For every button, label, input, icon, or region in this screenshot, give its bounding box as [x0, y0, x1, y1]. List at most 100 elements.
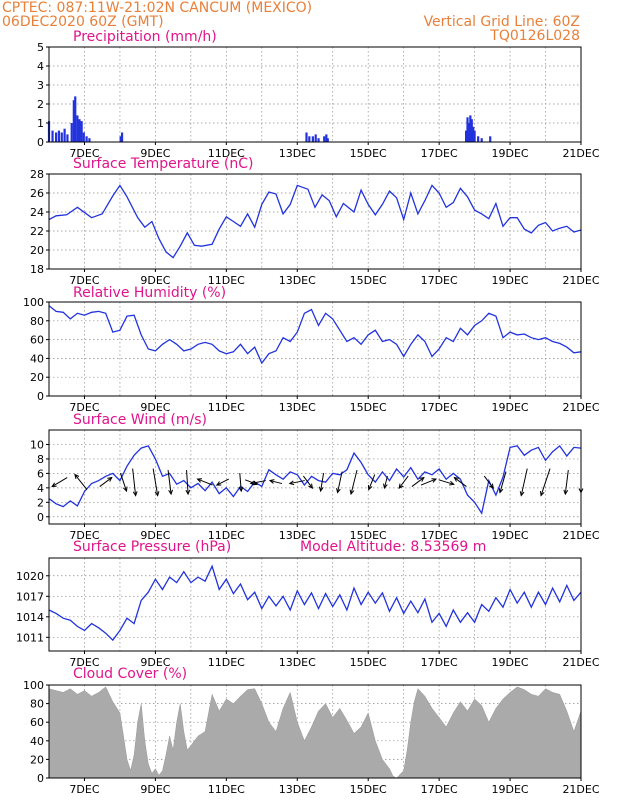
wind-panel: 0 24 68 10 7DEC 9DEC 11DEC 13DEC 15DEC 17DEC 19DEC… [30, 429, 600, 542]
temperature-xtick-label: 15DEC [350, 274, 387, 287]
precipitation-bar [480, 138, 483, 142]
wind-arrow [238, 473, 244, 493]
temperature-ytick-label: 26 [30, 187, 44, 200]
precipitation-title: Precipitation (mm/h) [73, 29, 217, 45]
precipitation-bar [51, 130, 54, 142]
cloud-cover-ytick-label: 0 [37, 772, 44, 785]
wind-xtick-label: 15DEC [350, 529, 387, 542]
cloud-cover-xtick-label: 15DEC [350, 783, 387, 796]
wind-ytick-label: 6 [37, 467, 44, 480]
precipitation-bar [78, 119, 81, 142]
wind-arrow [132, 468, 138, 497]
wind-ytick-label: 0 [37, 511, 44, 524]
precipitation-bar [323, 136, 326, 142]
temperature-ytick-label: 22 [30, 225, 44, 238]
wind-arrow [74, 473, 88, 490]
precipitation-bar [469, 115, 472, 142]
precipitation-xtick-label: 11DEC [208, 147, 245, 160]
wind-xtick-label: 19DEC [492, 529, 529, 542]
precipitation-bar [464, 130, 468, 142]
wind-frame [48, 429, 582, 525]
precipitation-bar [88, 138, 91, 142]
wind-arrow [215, 478, 230, 486]
pressure-xtick-label: 11DEC [208, 656, 245, 669]
precipitation-xtick-label: 13DEC [279, 147, 316, 160]
cloud-cover-area [48, 686, 582, 779]
precipitation-ytick-label: 1 [37, 117, 44, 130]
cloud-cover-ytick-label: 60 [30, 716, 44, 729]
humidity-ytick-label: 40 [30, 352, 44, 365]
precipitation-xtick-label: 9DEC [140, 147, 170, 160]
pressure-title: Surface Pressure (hPa) [73, 539, 231, 555]
wind-arrow [438, 479, 455, 486]
cloud-cover-ytick-label: 80 [30, 698, 44, 711]
humidity-frame [48, 301, 582, 397]
precipitation-ytick-label: 2 [37, 98, 44, 111]
precipitation-ytick-label: 5 [37, 41, 44, 54]
wind-arrow [249, 480, 266, 486]
header-model-code: TQ0126L028 [489, 28, 580, 44]
precipitation-bar [472, 126, 475, 142]
precipitation-bar [66, 134, 69, 142]
wind-arrow [539, 468, 551, 497]
model-altitude-label: Model Altitude: 8.53569 m [300, 539, 486, 555]
temperature-xtick-label: 17DEC [421, 274, 458, 287]
precipitation-bar [477, 136, 480, 142]
pressure-xtick-label: 7DEC [69, 656, 99, 669]
wind-arrow [152, 468, 160, 497]
precipitation-xtick-label: 21DEC [562, 147, 599, 160]
header-date: 06DEC2020 60Z (GMT) [2, 14, 164, 30]
wind-arrow [420, 478, 438, 486]
wind-ytick-label: 2 [37, 496, 44, 509]
cloud-cover-title: Cloud Cover (%) [73, 666, 187, 682]
humidity-title: Relative Humidity (%) [73, 285, 226, 301]
humidity-ytick-label: 20 [30, 371, 44, 384]
wind-arrow [51, 477, 68, 488]
precipitation-panel: 0 1 2 3 4 5 7DEC 9DEC 11DEC 13DEC 15DEC 17DEC 19DEC 2… [37, 41, 600, 160]
precipitation-bar [74, 96, 77, 142]
precipitation-bar [326, 138, 329, 142]
precipitation-ytick-label: 0 [37, 136, 44, 149]
precipitation-bar [308, 136, 311, 142]
pressure-xtick-label: 19DEC [492, 656, 529, 669]
cloud-cover-ytick-label: 100 [23, 679, 44, 692]
header-grid-note: Vertical Grid Line: 60Z [424, 14, 580, 30]
pressure-xtick-label: 17DEC [421, 656, 458, 669]
precipitation-bar [311, 136, 314, 142]
header-location: CPTEC: 087:11W-21:02N CANCUM (MEXICO) [2, 0, 312, 16]
humidity-line [48, 305, 582, 365]
cloud-cover-xtick-label: 13DEC [279, 783, 316, 796]
pressure-ytick-label: 1020 [16, 570, 44, 583]
wind-arrow [99, 476, 113, 487]
wind-arrow [349, 469, 358, 496]
wind-arrow [196, 478, 213, 486]
temperature-xtick-label: 13DEC [279, 274, 316, 287]
pressure-frame [48, 557, 582, 652]
precipitation-bar [119, 136, 122, 142]
precipitation-bar [80, 121, 83, 142]
precipitation-bar [473, 130, 476, 142]
precipitation-bar [57, 130, 61, 142]
precipitation-bar [60, 132, 63, 142]
wind-arrow [398, 475, 409, 489]
precipitation-bar [54, 132, 58, 142]
wind-ytick-label: 8 [37, 453, 44, 466]
wind-xtick-label: 21DEC [562, 529, 599, 542]
temperature-ytick-label: 28 [30, 168, 44, 181]
humidity-xtick-label: 9DEC [140, 401, 170, 414]
wind-arrow [519, 468, 528, 497]
wind-xtick-label: 7DEC [69, 529, 99, 542]
humidity-xtick-label: 11DEC [208, 401, 245, 414]
humidity-xtick-label: 19DEC [492, 401, 529, 414]
precipitation-ytick-label: 4 [37, 60, 44, 73]
precipitation-bar [70, 123, 73, 142]
temperature-ytick-label: 18 [30, 263, 44, 276]
precipitation-bar [82, 132, 85, 142]
wind-arrow [120, 472, 128, 493]
precipitation-bar [467, 123, 471, 142]
humidity-xtick-label: 21DEC [562, 401, 599, 414]
cloud-cover-xtick-label: 17DEC [421, 783, 458, 796]
cloud-cover-panel: 0 20 40 60 80 100 7DEC 9DEC 11DEC 13DEC 15DEC 17DEC… [23, 679, 600, 796]
wind-xtick-label: 13DEC [279, 529, 316, 542]
